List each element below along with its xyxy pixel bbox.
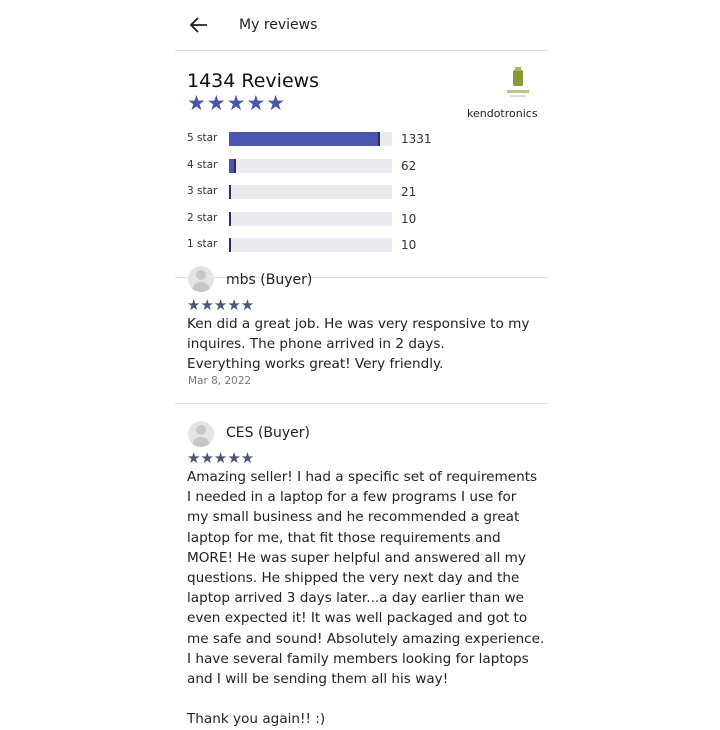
rating-label: 2 star	[187, 212, 218, 224]
seller-logo-icon	[507, 67, 529, 97]
average-stars: ★★★★★	[187, 91, 287, 115]
rating-count: 1331	[401, 132, 432, 146]
rating-label: 5 star	[187, 132, 218, 144]
review-divider	[175, 403, 548, 404]
review-text: Ken did a great job. He was very respons…	[187, 316, 530, 373]
page-title: My reviews	[239, 17, 318, 33]
header-divider	[175, 50, 548, 51]
review-author: mbs (Buyer)	[226, 272, 313, 288]
rating-label: 1 star	[187, 238, 218, 250]
review-stars: ★★★★★	[187, 296, 255, 314]
review-date: Mar 8, 2022	[188, 375, 252, 387]
summary-divider	[175, 277, 548, 278]
rating-bar-fill	[229, 159, 237, 173]
rating-count: 10	[401, 212, 417, 226]
rating-bar-track	[229, 212, 392, 226]
arrow-left-icon	[189, 17, 207, 33]
avatar	[188, 266, 214, 292]
review-stars: ★★★★★	[187, 449, 255, 467]
rating-bar-fill	[229, 185, 232, 199]
rating-bar-track	[229, 159, 392, 173]
seller-logo[interactable]	[503, 66, 533, 100]
rating-bar-fill	[229, 212, 231, 226]
rating-bar-track	[229, 132, 392, 146]
rating-count: 21	[401, 185, 417, 199]
review-author: CES (Buyer)	[226, 425, 311, 441]
review-text: Amazing seller! I had a specific set of …	[187, 469, 545, 728]
rating-bar-fill	[229, 132, 381, 146]
seller-name[interactable]: kendotronics	[467, 107, 538, 120]
rating-count: 10	[401, 238, 417, 252]
rating-bar-track	[229, 185, 392, 199]
rating-bar-fill	[229, 238, 231, 252]
avatar	[188, 421, 214, 447]
reviews-count: 1434 Reviews	[187, 70, 320, 92]
rating-count: 62	[401, 159, 417, 173]
back-button[interactable]	[188, 14, 210, 36]
rating-bar-track	[229, 238, 392, 252]
rating-label: 4 star	[187, 159, 218, 171]
rating-label: 3 star	[187, 185, 218, 197]
